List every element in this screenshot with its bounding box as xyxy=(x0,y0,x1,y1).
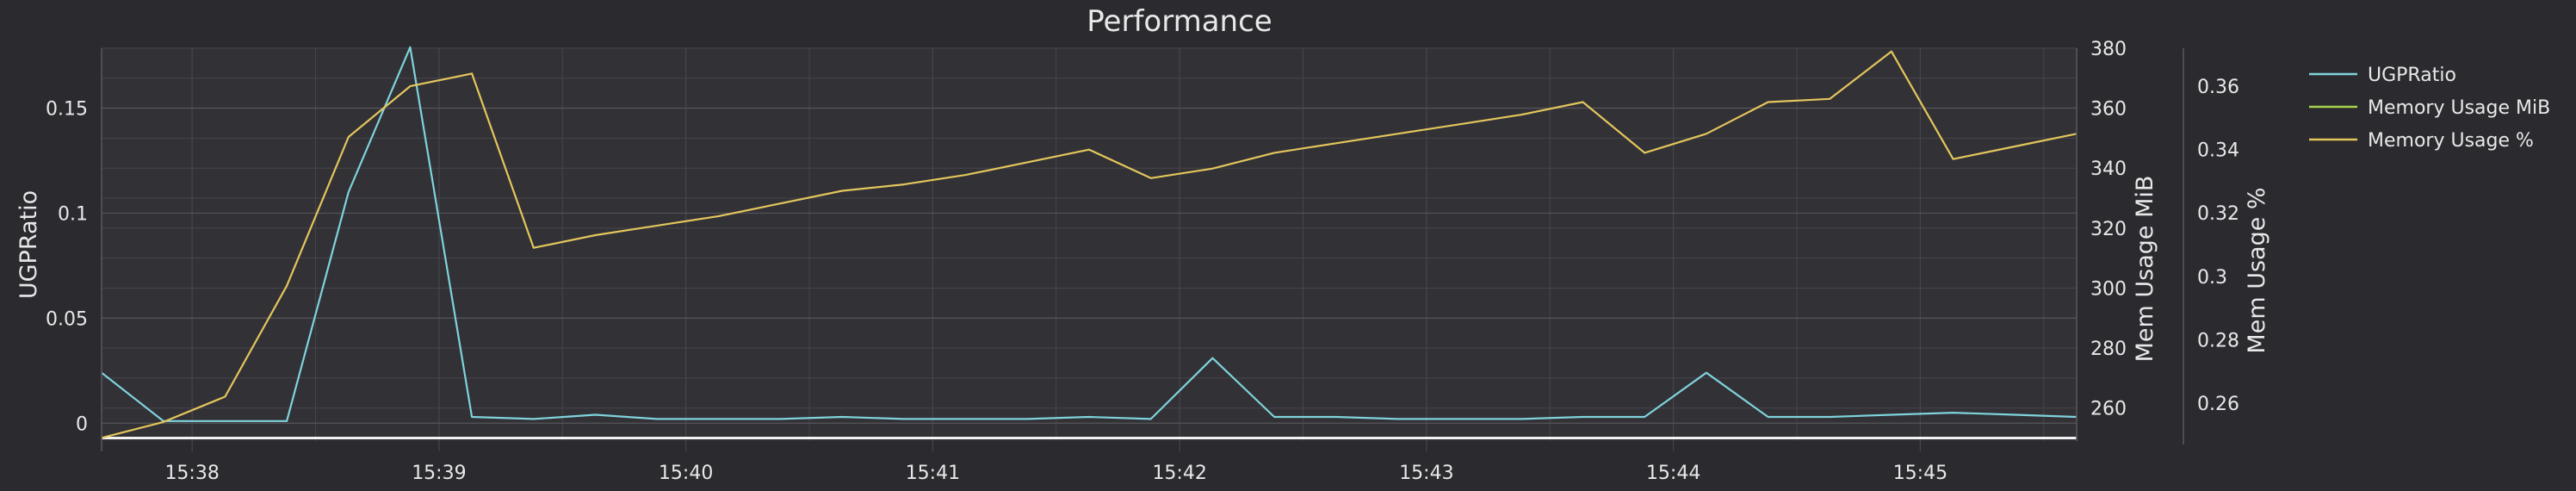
secondary-right-tick-label: 0.34 xyxy=(2197,140,2239,162)
chart-axes: 0 0.05 0.1 0.15 UGPRatio 260 280 300 320 340 360 38… xyxy=(15,39,2270,484)
grid-lines xyxy=(102,47,2077,451)
x-tick-label: 15:43 xyxy=(1399,463,1453,484)
left-tick-label: 0 xyxy=(76,413,88,435)
right-tick-label: 380 xyxy=(2090,39,2127,60)
series-line-ugpratio xyxy=(101,46,2078,422)
right-axis-label-percent: Mem Usage % xyxy=(2244,187,2270,353)
chart-title: Performance xyxy=(1087,4,1272,39)
chart-legend: UGPRatio Memory Usage MiB Memory Usage % xyxy=(2309,65,2550,152)
right-tick-label: 340 xyxy=(2090,158,2127,180)
x-tick-label: 15:41 xyxy=(906,463,960,484)
secondary-right-tick-label: 0.26 xyxy=(2197,394,2239,415)
legend-label: Memory Usage MiB xyxy=(2368,97,2550,119)
series-lines xyxy=(101,46,2078,439)
x-tick-label: 15:42 xyxy=(1152,463,1206,484)
left-tick-label: 0.05 xyxy=(46,308,88,330)
right-tick-label: 320 xyxy=(2090,219,2127,240)
secondary-right-tick-label: 0.28 xyxy=(2197,330,2239,351)
right-tick-label: 260 xyxy=(2090,399,2127,420)
secondary-right-tick-label: 0.3 xyxy=(2197,267,2227,289)
plot-area xyxy=(102,48,2077,441)
x-tick-label: 15:44 xyxy=(1646,463,1700,484)
left-tick-label: 0.15 xyxy=(46,98,88,120)
legend-label: Memory Usage % xyxy=(2368,130,2534,152)
x-tick-label: 15:40 xyxy=(659,463,713,484)
left-tick-label: 0.1 xyxy=(58,203,88,225)
legend-label: UGPRatio xyxy=(2368,65,2456,86)
right-tick-label: 300 xyxy=(2090,278,2127,300)
right-axis-label-mib: Mem Usage MiB xyxy=(2132,176,2158,363)
series-line-memory-usage xyxy=(101,50,2078,439)
x-tick-label: 15:39 xyxy=(412,463,466,484)
x-tick-label: 15:45 xyxy=(1893,463,1947,484)
left-axis-label: UGPRatio xyxy=(15,190,42,299)
secondary-right-tick-label: 0.36 xyxy=(2197,77,2239,98)
right-tick-label: 360 xyxy=(2090,99,2127,121)
x-tick-label: 15:38 xyxy=(164,463,219,484)
secondary-right-tick-label: 0.32 xyxy=(2197,203,2239,225)
right-tick-label: 280 xyxy=(2090,339,2127,360)
